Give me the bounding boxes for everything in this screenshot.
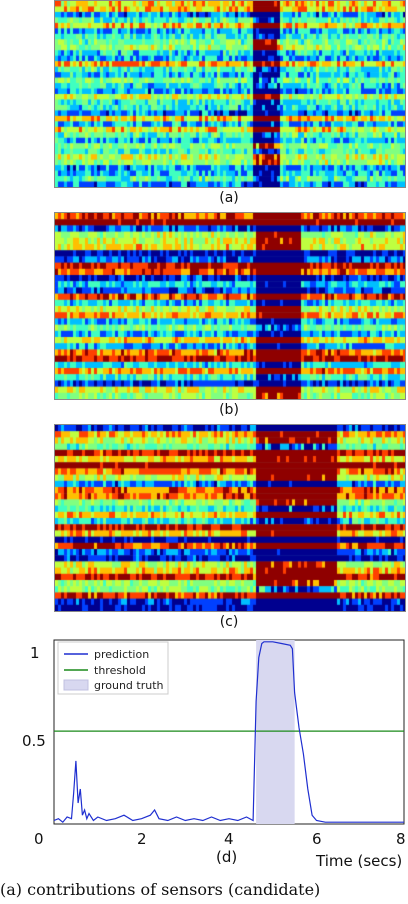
legend-swatch-ground-truth [63,679,89,691]
y-tick-1: 1 [30,644,40,662]
x-tick-8: 8 [396,830,406,848]
caption-c: (c) [219,614,239,630]
figure-caption: (a) contributions of sensors (candidate) [0,880,321,899]
x-tick-4: 4 [224,830,234,848]
x-tick-6: 6 [312,830,322,848]
caption-b: (b) [219,402,239,418]
x-axis-label: Time (secs) [315,852,402,870]
caption-a: (a) [219,190,239,206]
x-tick-2: 2 [137,830,147,848]
legend-label-prediction: prediction [94,648,149,661]
heatmap-a [54,0,406,188]
legend: prediction threshold ground truth [57,641,169,695]
legend-label-threshold: threshold [94,664,146,677]
heatmap-b [54,212,406,400]
legend-label-ground-truth: ground truth [94,679,164,692]
ground-truth-band [256,640,295,824]
x-tick-0: 0 [34,830,44,848]
y-tick-0-5: 0.5 [22,732,46,750]
prediction-chart: prediction threshold ground truth 1 0.5 … [22,639,406,870]
heatmap-c [54,424,406,612]
caption-d: (d) [216,848,237,866]
prediction-line [53,641,404,824]
